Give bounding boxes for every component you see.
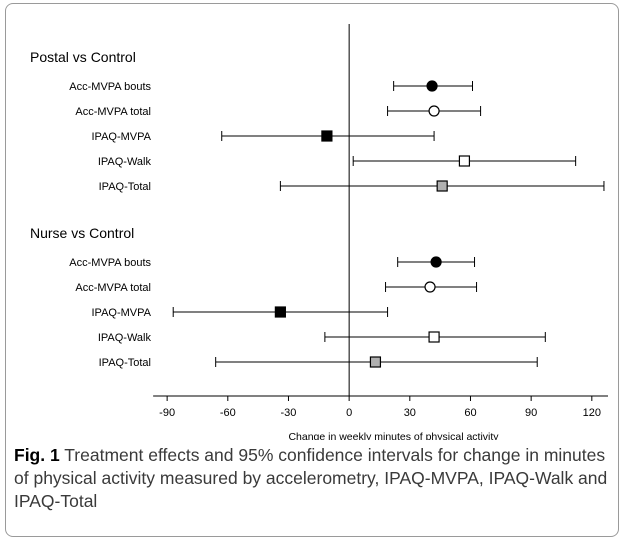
x-tick-label: -60 bbox=[220, 407, 236, 419]
point-estimate-circle bbox=[426, 80, 438, 92]
row-label: IPAQ-Walk bbox=[98, 156, 152, 168]
x-axis-label: Change in weekly minutes of physical act… bbox=[288, 431, 499, 440]
point-estimate-square bbox=[458, 155, 471, 167]
point-estimate-square bbox=[274, 306, 286, 318]
figure-caption: Fig. 1 Treatment effects and 95% confide… bbox=[14, 444, 610, 513]
row-label: Acc-MVPA total bbox=[75, 106, 151, 118]
point-estimate-circle bbox=[424, 281, 436, 293]
point-estimate-square bbox=[369, 356, 382, 368]
x-tick-label: 60 bbox=[464, 407, 476, 419]
point-estimate-square bbox=[436, 180, 448, 192]
x-tick-label: -90 bbox=[159, 407, 175, 419]
figure-frame bbox=[5, 3, 619, 537]
row-label: Acc-MVPA total bbox=[75, 282, 151, 294]
point-estimate-circle bbox=[428, 105, 440, 117]
row-label: IPAQ-Total bbox=[99, 181, 151, 193]
group-title: Nurse vs Control bbox=[30, 225, 134, 241]
x-tick-label: 90 bbox=[525, 407, 537, 419]
x-tick-label: 120 bbox=[583, 407, 601, 419]
row-label: IPAQ-MVPA bbox=[92, 307, 152, 319]
point-estimate-square bbox=[321, 130, 333, 142]
caption-text: Treatment effects and 95% confidence int… bbox=[14, 445, 608, 511]
row-label: Acc-MVPA bouts bbox=[69, 81, 151, 93]
x-tick-label: 0 bbox=[346, 407, 352, 419]
row-label: IPAQ-MVPA bbox=[92, 131, 152, 143]
point-estimate-square bbox=[428, 331, 440, 343]
row-label: Acc-MVPA bouts bbox=[69, 257, 151, 269]
x-tick-label: -30 bbox=[281, 407, 297, 419]
row-label: IPAQ-Total bbox=[99, 357, 151, 369]
point-estimate-circle bbox=[430, 256, 442, 268]
x-tick-label: 30 bbox=[404, 407, 416, 419]
figure-label: Fig. 1 bbox=[14, 445, 60, 465]
forest-plot: -90 -60 -30 0 30 60 90 120 Change in weekly minu… bbox=[30, 24, 608, 440]
group-title: Postal vs Control bbox=[30, 49, 136, 65]
row-label: IPAQ-Walk bbox=[98, 332, 152, 344]
